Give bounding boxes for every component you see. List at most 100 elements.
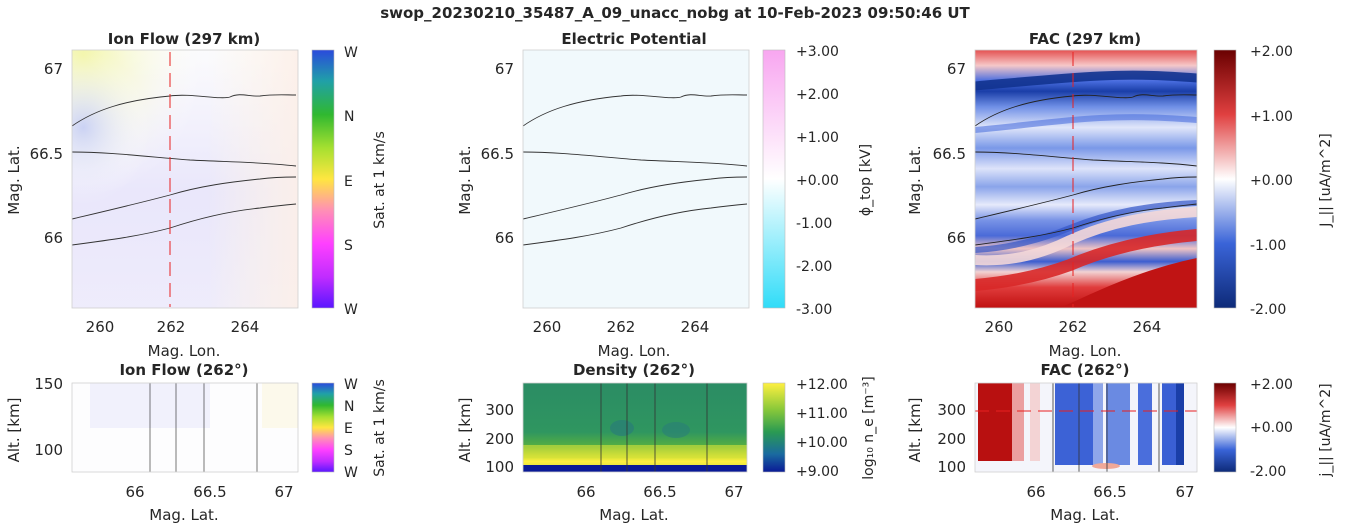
y-axis: 300 200 100 Alt. [km] (456, 398, 514, 476)
x-axis: 260 262 264 Mag. Lon. (533, 318, 710, 360)
colorbar-tick: -2.00 (1250, 464, 1286, 480)
x-tick-label: 260 (533, 318, 562, 336)
colorbar: +2.00 +0.00 -2.00 j_|| [uA/m^2] (1213, 377, 1334, 480)
x-axis-label: Mag. Lat. (149, 506, 218, 524)
colorbar: W N E S W Sat. at 1 km/s (311, 45, 388, 318)
boundary-line (975, 176, 1197, 220)
x-tick-label: 262 (1059, 318, 1088, 336)
y-tick-label: 150 (34, 375, 63, 393)
y-axis: 150 100 Alt. [km] (5, 375, 63, 462)
panel-title: Ion Flow (262°) (119, 361, 248, 379)
y-tick-label: 67 (947, 60, 966, 78)
x-tick-label: 66 (1026, 483, 1045, 501)
x-tick-label: 67 (274, 483, 293, 501)
x-tick-label: 264 (1133, 318, 1162, 336)
colorbar-tick: W (344, 45, 358, 61)
panel-title: Density (262°) (573, 361, 695, 379)
colorbar-tick: -2.00 (796, 259, 832, 275)
x-axis: 66 66.5 67 Mag. Lat. (576, 483, 743, 524)
y-axis-label: Mag. Lat. (456, 145, 474, 214)
colorbar-tick: S (344, 238, 353, 254)
colorbar-label: j_|| [uA/m^2] (1318, 383, 1334, 477)
y-tick-label: 100 (937, 458, 966, 476)
colorbar-label: Sat. at 1 km/s (372, 131, 388, 229)
x-axis: 66 66.5 67 Mag. Lat. (125, 483, 293, 524)
y-tick-label: 200 (937, 430, 966, 448)
boundary-lines (1052, 383, 1160, 472)
colorbar-label: ϕ_top [kV] (858, 144, 874, 216)
x-tick-label: 262 (157, 318, 186, 336)
y-tick-label: 66.5 (933, 145, 966, 163)
colorbar-tick: +0.00 (1250, 420, 1293, 436)
colorbar-tick: W (344, 302, 358, 318)
colorbar-tick: E (344, 174, 353, 190)
colorbar-label: log₁₀ n_e [m⁻³] (861, 376, 877, 480)
boundary-lines (149, 383, 258, 472)
panel-title: Ion Flow (297 km) (108, 30, 260, 48)
colorbar-tick: -3.00 (796, 302, 832, 318)
y-tick-label: 66 (495, 229, 514, 247)
x-tick-label: 66.5 (1093, 483, 1126, 501)
y-tick-label: 67 (44, 60, 63, 78)
x-tick-label: 264 (681, 318, 710, 336)
y-axis-label: Alt. [km] (456, 398, 474, 463)
fac-map-panel: FAC (297 km) 260 262 264 Mag. Lon. 67 66… (906, 30, 1334, 360)
y-tick-label: 100 (34, 441, 63, 459)
boundary-line (72, 151, 297, 167)
colorbar-tick: -1.00 (796, 216, 832, 232)
colorbar-tick: N (344, 109, 354, 125)
x-tick-label: 66 (576, 483, 595, 501)
colorbar-tick: W (344, 465, 358, 481)
boundary-line (975, 151, 1197, 167)
fac-profile-panel: FAC (262°) 66 66.5 67 Mag. Lat. 300 200 (906, 361, 1334, 524)
x-axis-label: Mag. Lat. (1050, 506, 1119, 524)
colorbar-tick: -1.00 (1250, 238, 1286, 254)
colorbar-label: Sat. at 1 km/s (372, 379, 388, 477)
colorbar-tick: -2.00 (1250, 302, 1286, 318)
x-tick-label: 66.5 (643, 483, 676, 501)
density-profile-panel: Density (262°) 66 66.5 67 Mag. Lat. 300 … (456, 361, 877, 524)
colorbar: +12.00 +11.00 +10.00 +9.00 log₁₀ n_e [m⁻… (762, 376, 877, 480)
y-axis-label: Alt. [km] (906, 398, 924, 463)
panel-title: Electric Potential (561, 30, 706, 48)
boundary-line (975, 203, 1197, 246)
colorbar-tick: W (344, 377, 358, 393)
potential-field (523, 50, 749, 308)
colorbar-tick: +2.00 (796, 87, 839, 103)
x-axis: 260 262 264 Mag. Lon. (985, 318, 1162, 360)
x-axis: 66 66.5 67 Mag. Lat. (1026, 483, 1194, 524)
colorbar: +3.00 +2.00 +1.00 +0.00 -1.00 -2.00 -3.0… (762, 44, 874, 318)
x-tick-label: 260 (985, 318, 1014, 336)
fac-field (975, 50, 1197, 308)
boundary-line (523, 94, 748, 127)
y-tick-label: 100 (485, 458, 514, 476)
y-axis-label: Mag. Lat. (5, 145, 23, 214)
y-axis: 67 66.5 66 Mag. Lat. (456, 60, 514, 247)
y-tick-label: 300 (485, 401, 514, 419)
boundary-lines (600, 383, 708, 472)
colorbar-tick: S (344, 443, 353, 459)
x-tick-label: 260 (86, 318, 115, 336)
panel-title: FAC (262°) (1041, 361, 1130, 379)
y-axis-label: Alt. [km] (5, 398, 23, 463)
colorbar-tick: +2.00 (1250, 377, 1293, 393)
y-tick-label: 66 (44, 229, 63, 247)
ion-flow-field (72, 50, 298, 308)
y-tick-label: 66.5 (30, 145, 63, 163)
x-axis-label: Mag. Lat. (599, 506, 668, 524)
ion-flow-map-panel: Ion Flow (297 km) 260 262 264 Mag. Lon. … (5, 30, 388, 360)
y-axis: 67 66.5 66 Mag. Lat. (906, 60, 966, 247)
colorbar-tick: +1.00 (1250, 109, 1293, 125)
y-axis: 300 200 100 Alt. [km] (906, 398, 966, 476)
colorbar-label: J_|| [uA/m^2] (1318, 133, 1334, 227)
colorbar-tick: +10.00 (796, 435, 848, 451)
ion-flow-profile-panel: Ion Flow (262°) 66 66.5 67 Mag. Lat. 150… (5, 361, 388, 524)
boundary-line (72, 176, 297, 220)
colorbar: W N E S W Sat. at 1 km/s (311, 377, 388, 481)
colorbar-tick: +0.00 (796, 173, 839, 189)
colorbar-tick: N (344, 399, 354, 415)
x-tick-label: 67 (1175, 483, 1194, 501)
x-axis: 260 262 264 Mag. Lon. (86, 318, 260, 360)
y-tick-label: 200 (485, 430, 514, 448)
